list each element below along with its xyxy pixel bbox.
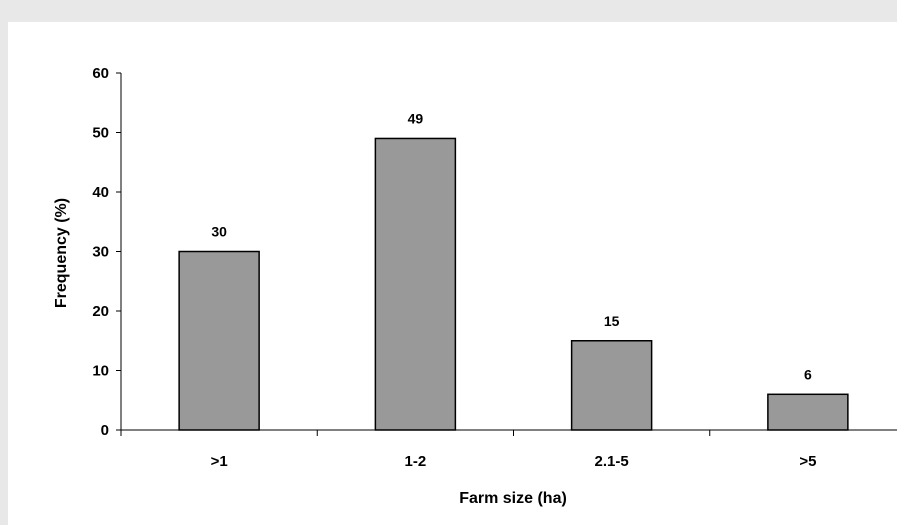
y-tick-label: 0: [101, 422, 109, 439]
y-tick-label: 30: [92, 244, 109, 261]
y-tick-label: 50: [92, 125, 109, 142]
y-tick-label: 20: [92, 303, 109, 320]
x-tick-label: 1-2: [405, 453, 427, 470]
data-label: 15: [604, 313, 620, 329]
x-tick-label: 2.1-5: [595, 453, 629, 470]
bar: [374, 137, 457, 431]
data-label: 49: [408, 110, 424, 126]
chart-labels: 30 >1 49 1-2 15 2.1-5 6 >5: [211, 110, 817, 470]
data-label: 6: [804, 366, 812, 382]
y-tick-label: 40: [92, 184, 109, 201]
bar: [570, 340, 653, 431]
y-tick-label: 60: [92, 65, 109, 82]
data-label: 30: [211, 224, 227, 240]
x-tick-label: >5: [799, 453, 816, 470]
bar: [767, 393, 849, 431]
y-axis-title: Frequency (%): [53, 198, 70, 308]
bar: [178, 250, 260, 431]
y-tick-label: 10: [92, 363, 109, 380]
x-axis-title: Farm size (ha): [459, 490, 567, 507]
chart-bars: [178, 137, 849, 431]
x-tick-label: >1: [211, 453, 228, 470]
